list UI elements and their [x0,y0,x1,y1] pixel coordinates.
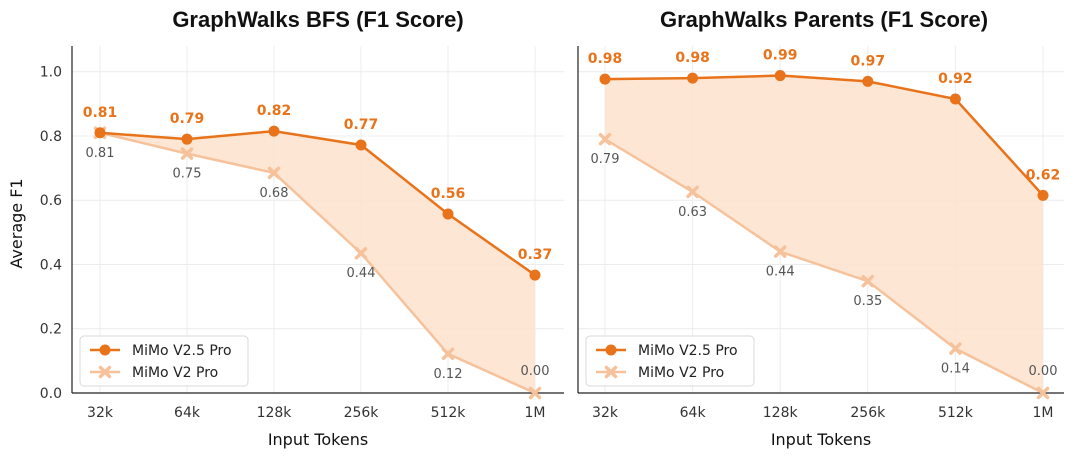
data-label-mimo-v2-pro: 0.63 [678,205,707,220]
point-mimo-v25-pro [774,70,786,82]
point-mimo-v2-pro [949,342,962,355]
x-tick-label: 64k [680,405,707,421]
legend: MiMo V2.5 Pro MiMo V2 Pro [79,335,249,387]
x-tick-label: 1M [1033,405,1054,421]
legend-label: MiMo V2 Pro [132,365,218,381]
data-label-mimo-v2-pro: 0.00 [521,364,550,379]
y-tick-label: 0.8 [40,129,62,145]
gap-fill-area [605,75,1043,393]
series-line-mimo-v25-pro [99,129,536,277]
point-mimo-v2-pro [180,147,194,160]
data-label-mimo-v25-pro: 0.81 [83,105,118,121]
chart-title: GraphWalks Parents (F1 Score) [660,7,988,32]
point-mimo-v2-pro [354,246,368,260]
x-axis-label: Input Tokens [268,430,368,449]
data-label-mimo-v25-pro: 0.77 [344,117,379,133]
x-tick-label: 512k [431,405,467,421]
data-label-mimo-v2-pro: 0.68 [260,186,289,201]
legend: MiMo V2.5 Pro MiMo V2 Pro [585,335,755,387]
x-tick-label: 128k [763,405,799,421]
data-label-mimo-v25-pro: 0.97 [851,53,886,69]
point-mimo-v2-pro [686,185,699,199]
data-label-mimo-v25-pro: 0.79 [170,111,205,127]
x-tick-label: 64k [174,405,201,421]
y-tick-label: 0.0 [40,386,62,402]
point-mimo-v2-pro [1036,386,1050,400]
chart-panel-1: GraphWalks BFS (F1 Score) 0.0 0.2 0.4 0.6 0.8… [7,7,564,449]
data-label-mimo-v25-pro: 0.56 [431,186,466,202]
y-tick-label: 0.2 [40,322,62,338]
data-label-mimo-v25-pro: 0.82 [257,103,292,119]
legend-box [585,335,755,387]
data-label-mimo-v2-pro: 0.35 [853,294,882,309]
legend-label: MiMo V2.5 Pro [132,343,232,359]
data-label-mimo-v2-pro: 0.81 [86,146,115,161]
point-mimo-v2-pro [528,386,542,400]
series-line-mimo-v2-pro [99,131,536,395]
y-tick-label: 1.0 [40,65,62,81]
data-label-mimo-v25-pro: 0.37 [518,247,553,263]
x-tick-label: 32k [87,405,114,421]
data-label-mimo-v2-pro: 0.75 [173,167,202,182]
point-mimo-v2-pro [598,132,612,146]
y-tick-label: 0.6 [40,193,62,209]
x-tick-label: 256k [344,405,380,421]
series-line-mimo-v25-pro [604,74,1044,197]
data-label-mimo-v2-pro: 0.14 [941,362,970,377]
point-mimo-v25-pro [687,72,699,84]
x-tick-label: 128k [257,405,293,421]
y-axis-label: Average F1 [7,178,26,268]
data-label-mimo-v25-pro: 0.99 [763,48,798,64]
data-label-mimo-v2-pro: 0.79 [591,152,620,167]
data-label-mimo-v2-pro: 0.00 [1029,364,1058,379]
x-tick-label: 1M [525,405,546,421]
data-label-mimo-v2-pro: 0.44 [347,266,376,281]
point-mimo-v2-pro [773,245,787,258]
data-label-mimo-v25-pro: 0.98 [588,51,623,67]
data-label-mimo-v25-pro: 0.92 [938,71,973,87]
data-label-mimo-v25-pro: 0.98 [675,50,710,66]
x-tick-label: 32k [592,405,619,421]
point-mimo-v25-pro [94,127,106,139]
point-mimo-v25-pro [268,125,280,137]
legend-box [79,335,249,387]
x-tick-label: 512k [938,405,974,421]
point-mimo-v25-pro [529,269,541,281]
y-tick-label: 0.4 [40,257,62,273]
legend-swatch-circle-icon [605,344,617,356]
chart-panel-2: GraphWalks Parents (F1 Score) 32k 64k 128k 2… [577,7,1064,449]
point-mimo-v2-pro [441,347,455,361]
legend-swatch-circle-icon [99,344,111,356]
series-line-mimo-v2-pro [604,138,1044,395]
legend-label: MiMo V2 Pro [638,365,724,381]
chart-title: GraphWalks BFS (F1 Score) [172,7,463,32]
x-tick-label: 256k [850,405,886,421]
point-mimo-v25-pro [442,208,454,220]
legend-swatch-x-icon [604,365,618,379]
point-mimo-v25-pro [1037,189,1049,201]
point-mimo-v2-pro [861,274,875,288]
point-mimo-v25-pro [862,75,874,87]
data-label-mimo-v2-pro: 0.12 [434,367,463,382]
point-mimo-v25-pro [181,133,193,145]
data-label-mimo-v25-pro: 0.62 [1026,167,1061,183]
x-axis-label: Input Tokens [771,430,871,449]
point-mimo-v25-pro [949,93,961,105]
legend-label: MiMo V2.5 Pro [638,343,738,359]
point-mimo-v25-pro [355,139,367,151]
data-label-mimo-v2-pro: 0.44 [766,265,795,280]
legend-swatch-x-icon [98,365,112,379]
point-mimo-v25-pro [599,73,611,85]
point-mimo-v2-pro [267,166,281,180]
